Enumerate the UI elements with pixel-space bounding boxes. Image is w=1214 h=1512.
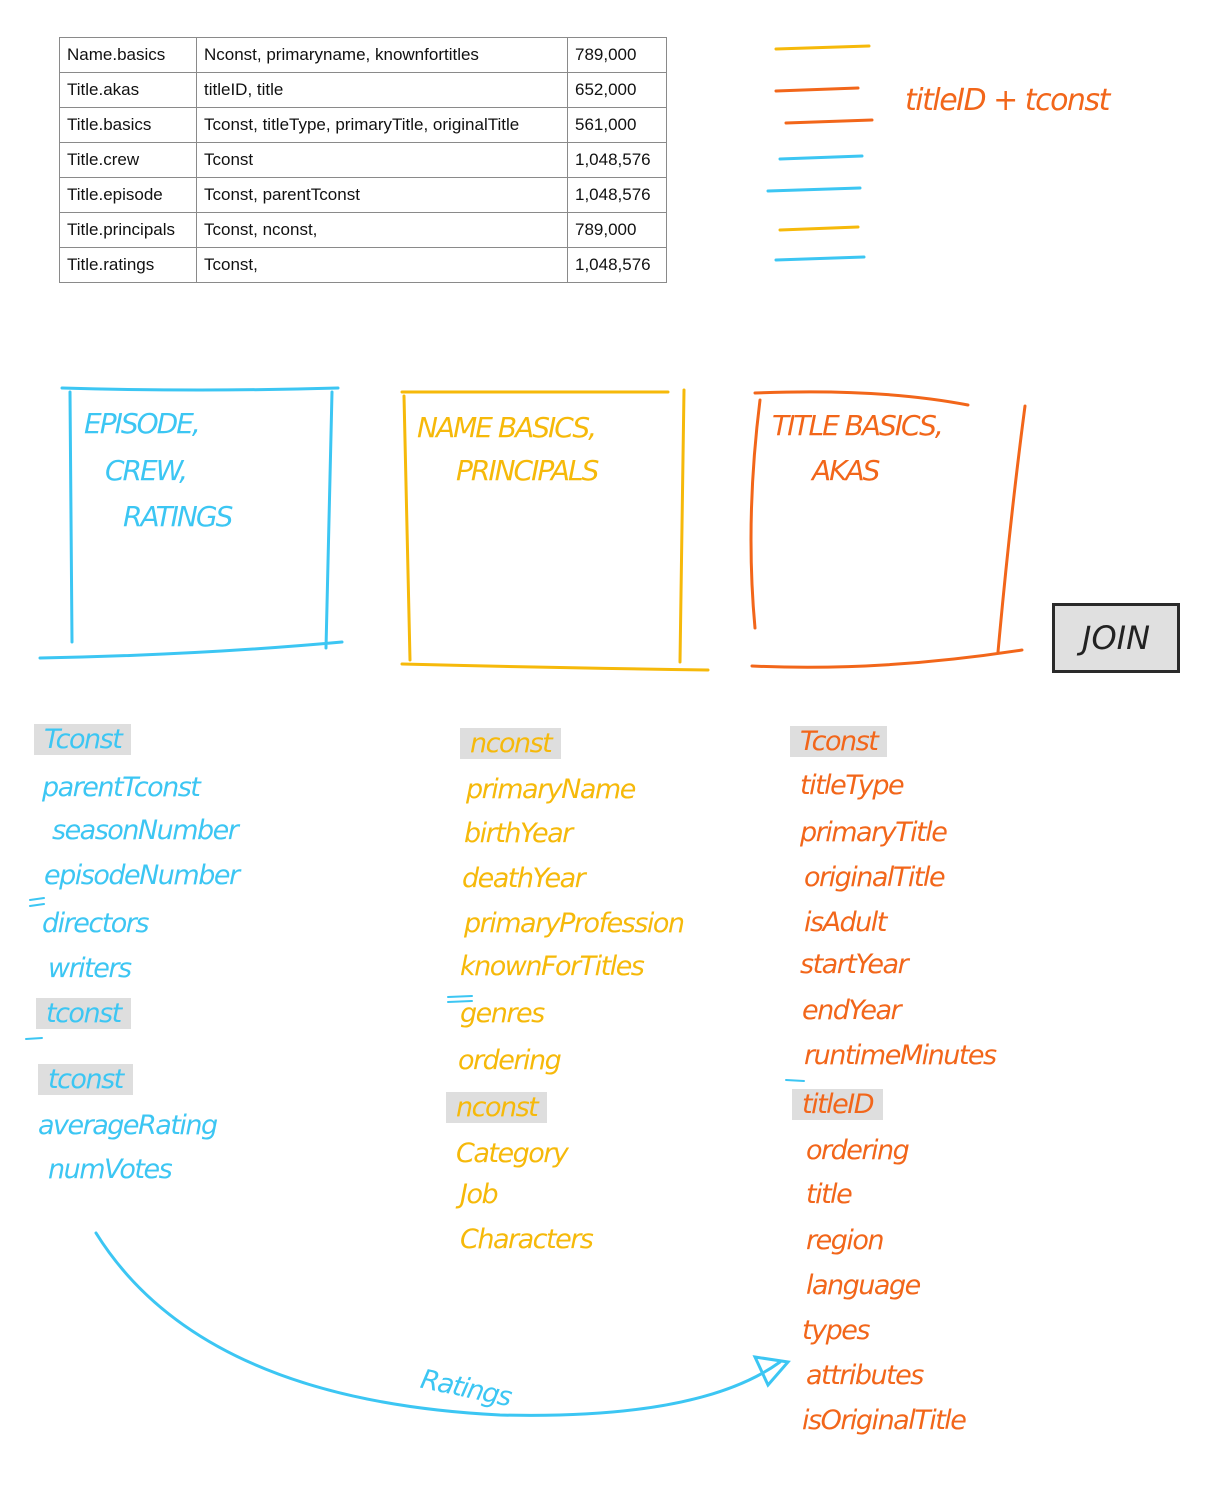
table-rows-cell: 1,048,576: [567, 247, 667, 283]
table-keys-cell: Tconst,: [196, 247, 568, 283]
box-blue-line: EPISODE,: [84, 407, 201, 440]
table-row: Title.episode Tconst, parentTconst 1,048,5…: [59, 177, 667, 213]
field-yellow: Characters: [460, 1224, 594, 1255]
legend-line: [778, 154, 864, 161]
field-blue: seasonNumber: [52, 815, 239, 846]
field-blue: tconst: [38, 1064, 133, 1095]
field-orange: originalTitle: [804, 862, 946, 893]
table-name-cell: Title.principals: [59, 212, 197, 248]
field-blue: Tconst: [34, 724, 132, 755]
field-orange: endYear: [802, 995, 902, 1026]
table-name-cell: Title.akas: [59, 72, 197, 108]
field-orange: types: [802, 1315, 870, 1346]
join-box: JOIN: [1052, 603, 1180, 673]
legend-line: [774, 86, 860, 93]
legend-line: [766, 186, 862, 193]
field-yellow: nconst: [460, 728, 562, 759]
legend-line: [778, 225, 860, 232]
field-orange: titleType: [800, 770, 905, 801]
field-orange: startYear: [800, 949, 909, 980]
mark-lines: [25, 897, 805, 1082]
table-row: Title.akas titleID, title 652,000: [59, 72, 667, 108]
box-blue-line: CREW,: [105, 454, 188, 487]
field-blue: writers: [48, 953, 132, 984]
box-yellow: [400, 388, 710, 672]
field-yellow: deathYear: [462, 863, 586, 894]
field-blue: episodeNumber: [44, 860, 240, 891]
table-rows-cell: 1,048,576: [567, 177, 667, 213]
field-orange: region: [806, 1225, 884, 1256]
box-orange-line: TITLE BASICS,: [772, 409, 944, 442]
table-rows-cell: 561,000: [567, 107, 667, 143]
field-yellow: primaryProfession: [464, 908, 685, 939]
table-name-cell: Title.episode: [59, 177, 197, 213]
legend-line: [774, 255, 866, 262]
legend-note: titleID + tconst: [905, 83, 1110, 118]
field-orange: attributes: [806, 1360, 924, 1391]
field-blue: directors: [42, 908, 149, 939]
table-name-cell: Name.basics: [59, 37, 197, 73]
field-blue: parentTconst: [42, 772, 201, 803]
table-row: Title.ratings Tconst, 1,048,576: [59, 247, 667, 283]
table-rows-cell: 652,000: [567, 72, 667, 108]
table-row: Title.crew Tconst 1,048,576: [59, 142, 667, 178]
tables-summary: Name.basics Nconst, primaryname, knownfor…: [59, 37, 667, 283]
field-orange: language: [806, 1270, 921, 1301]
table-name-cell: Title.ratings: [59, 247, 197, 283]
box-yellow-line: PRINCIPALS: [456, 454, 599, 487]
field-blue: tconst: [36, 998, 131, 1029]
table-row: Title.basics Tconst, titleType, primaryTi…: [59, 107, 667, 143]
field-yellow: knownForTitles: [460, 951, 645, 982]
box-orange: [749, 390, 1027, 669]
table-row: Title.principals Tconst, nconst, 789,000: [59, 212, 667, 248]
table-keys-cell: Tconst, titleType, primaryTitle, origina…: [196, 107, 568, 143]
table-name-cell: Title.basics: [59, 107, 197, 143]
field-orange: runtimeMinutes: [804, 1040, 997, 1071]
ratings-arrow: [94, 1231, 782, 1417]
field-blue: averageRating: [38, 1110, 218, 1141]
legend-line: [784, 118, 874, 125]
box-blue: [38, 386, 344, 660]
box-orange-line: AKAS: [812, 454, 880, 487]
field-blue: numVotes: [48, 1154, 173, 1185]
legend-lines: [766, 44, 874, 262]
field-orange: primaryTitle: [800, 817, 948, 848]
field-yellow: Category: [456, 1138, 569, 1169]
table-keys-cell: Nconst, primaryname, knownfortitles: [196, 37, 568, 73]
field-yellow: nconst: [446, 1092, 548, 1123]
table-keys-cell: Tconst, parentTconst: [196, 177, 568, 213]
box-yellow-line: NAME BASICS,: [417, 411, 597, 444]
field-orange: titleID: [792, 1089, 884, 1120]
arrow-head-icon: [752, 1355, 791, 1388]
field-orange: Tconst: [790, 726, 888, 757]
field-yellow: ordering: [458, 1045, 562, 1076]
box-blue-line: RATINGS: [123, 500, 233, 533]
field-orange: ordering: [806, 1135, 910, 1166]
table-name-cell: Title.crew: [59, 142, 197, 178]
table-keys-cell: Tconst: [196, 142, 568, 178]
table-rows-cell: 1,048,576: [567, 142, 667, 178]
field-yellow: genres: [460, 998, 545, 1029]
legend-line: [774, 44, 871, 51]
field-orange: title: [806, 1179, 853, 1210]
field-orange: isOriginalTitle: [802, 1405, 967, 1436]
table-keys-cell: Tconst, nconst,: [196, 212, 568, 248]
field-yellow: birthYear: [464, 818, 573, 849]
field-yellow: Job: [460, 1179, 499, 1210]
field-orange: isAdult: [804, 907, 887, 938]
table-row: Name.basics Nconst, primaryname, knownfor…: [59, 37, 667, 73]
field-yellow: primaryName: [466, 774, 636, 805]
